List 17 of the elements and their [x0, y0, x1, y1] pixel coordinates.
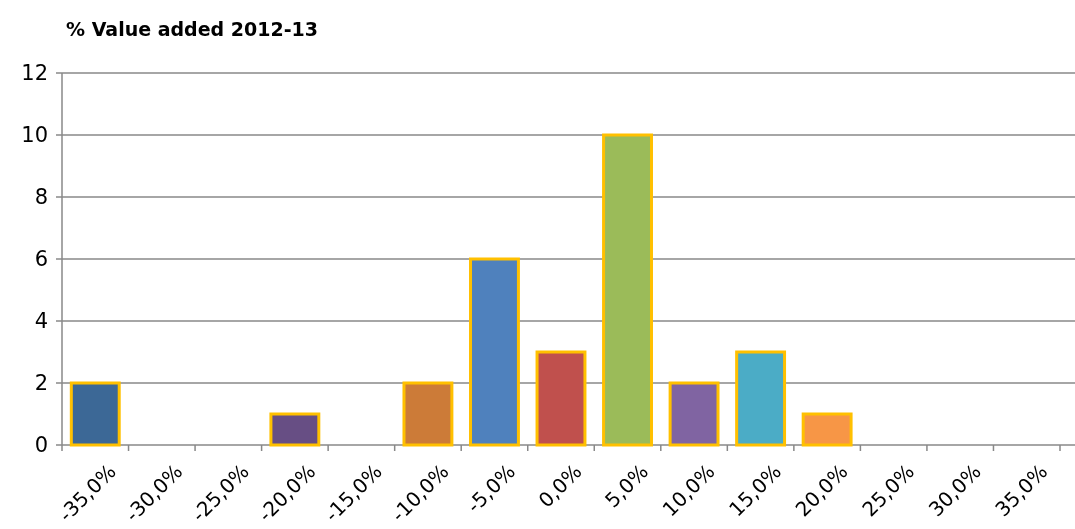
bar: [602, 133, 653, 447]
bar: [69, 381, 121, 447]
y-tick-label: 6: [34, 247, 48, 272]
y-tick-label: 0: [34, 433, 48, 458]
y-tick-label: 10: [21, 123, 48, 148]
bar: [735, 350, 787, 447]
bar: [535, 350, 587, 447]
bar: [402, 381, 454, 447]
bar: [269, 412, 321, 447]
chart-title: % Value added 2012-13: [66, 18, 319, 40]
bar: [469, 257, 520, 447]
y-tick-label: 2: [34, 371, 48, 396]
bar: [668, 381, 720, 447]
y-tick-label: 4: [34, 309, 48, 334]
y-tick-label: 8: [34, 185, 48, 210]
y-tick-label: 12: [21, 61, 48, 86]
bar: [801, 412, 853, 447]
